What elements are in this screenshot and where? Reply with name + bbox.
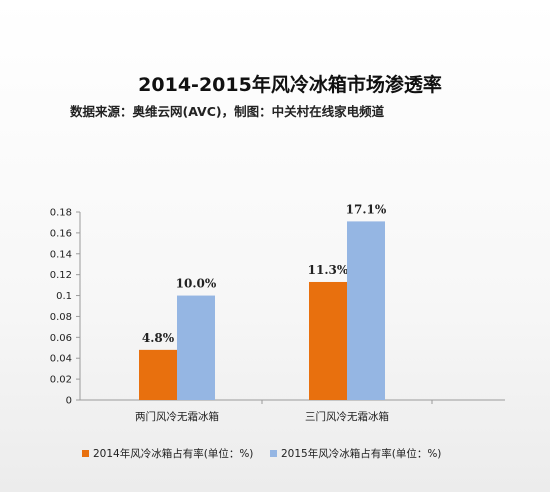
x-tick-label: 三门风冷无霜冰箱 xyxy=(305,410,389,423)
legend-2014: 2014年风冷冰箱占有率(单位：%) xyxy=(82,446,253,460)
chart-subtitle: 数据来源：奥维云网(AVC)，制图：中关村在线家电频道 xyxy=(70,104,385,119)
y-tick-label: 0.1 xyxy=(56,291,72,302)
data-label: 11.3% xyxy=(308,263,349,277)
y-tick-label: 0.06 xyxy=(50,333,72,344)
legend-2015: 2015年风冷冰箱占有率(单位：%) xyxy=(270,446,441,460)
bar xyxy=(139,349,177,400)
y-tick-label: 0.16 xyxy=(50,228,72,239)
chart-title: 2014-2015年风冷冰箱市场渗透率 xyxy=(138,74,442,96)
legend-label-2015: 2015年风冷冰箱占有率(单位：%) xyxy=(281,447,442,460)
y-tick-label: 0.18 xyxy=(50,208,72,219)
y-tick-label: 0.08 xyxy=(50,312,72,323)
data-label: 10.0% xyxy=(176,277,217,291)
legend-label-2014: 2014年风冷冰箱占有率(单位：%) xyxy=(93,447,254,460)
y-tick-label: 0.12 xyxy=(50,270,72,281)
bar xyxy=(347,221,385,400)
data-label: 4.8% xyxy=(142,331,175,345)
y-tick-label: 0.04 xyxy=(50,354,72,365)
y-tick-label: 0.14 xyxy=(50,249,72,260)
legend-swatch-2014 xyxy=(82,449,89,457)
y-tick-label: 0.02 xyxy=(50,375,72,386)
x-tick-label: 两门风冷无霜冰箱 xyxy=(135,410,219,423)
legend-swatch-2015 xyxy=(270,449,277,457)
bar xyxy=(177,295,215,400)
bar xyxy=(309,281,347,400)
data-label: 17.1% xyxy=(346,202,387,216)
y-tick-label: 0 xyxy=(66,396,72,407)
